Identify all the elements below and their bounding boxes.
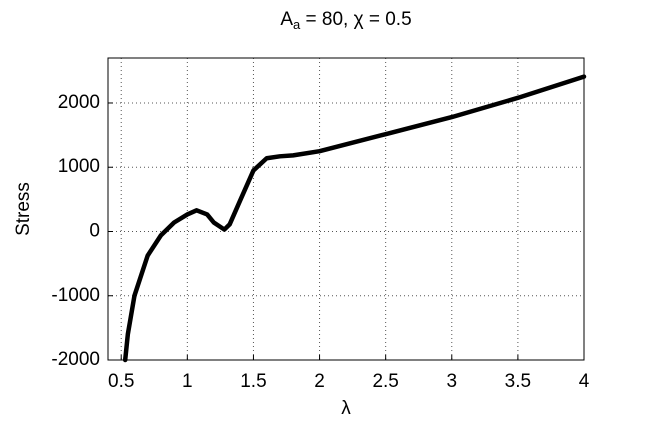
x-tick-label: 1 <box>182 371 193 392</box>
x-tick-label: 0.5 <box>108 371 134 392</box>
y-axis-label: Stress <box>13 182 34 236</box>
plot-frame <box>107 57 585 361</box>
title-main: A <box>280 9 293 30</box>
x-tick-label: 4 <box>579 371 590 392</box>
title-subscript: a <box>293 17 301 32</box>
y-tick-label: -1000 <box>51 285 100 306</box>
y-tick-label: 2000 <box>58 92 100 113</box>
title-rest: = 80, χ = 0.5 <box>300 9 411 30</box>
data-line <box>122 74 587 363</box>
y-tick-label: 1000 <box>58 156 100 177</box>
y-tick-label: -2000 <box>51 349 100 370</box>
x-tick-label: 2 <box>314 371 325 392</box>
x-tick-label: 1.5 <box>240 371 266 392</box>
x-tick-label: 2.5 <box>372 371 398 392</box>
chart-title: Aa = 80, χ = 0.5 <box>280 9 411 32</box>
x-axis-label: λ <box>341 398 351 419</box>
y-tick-label: 0 <box>89 221 100 242</box>
x-tick-label: 3.5 <box>505 371 531 392</box>
x-tick-label: 3 <box>446 371 457 392</box>
